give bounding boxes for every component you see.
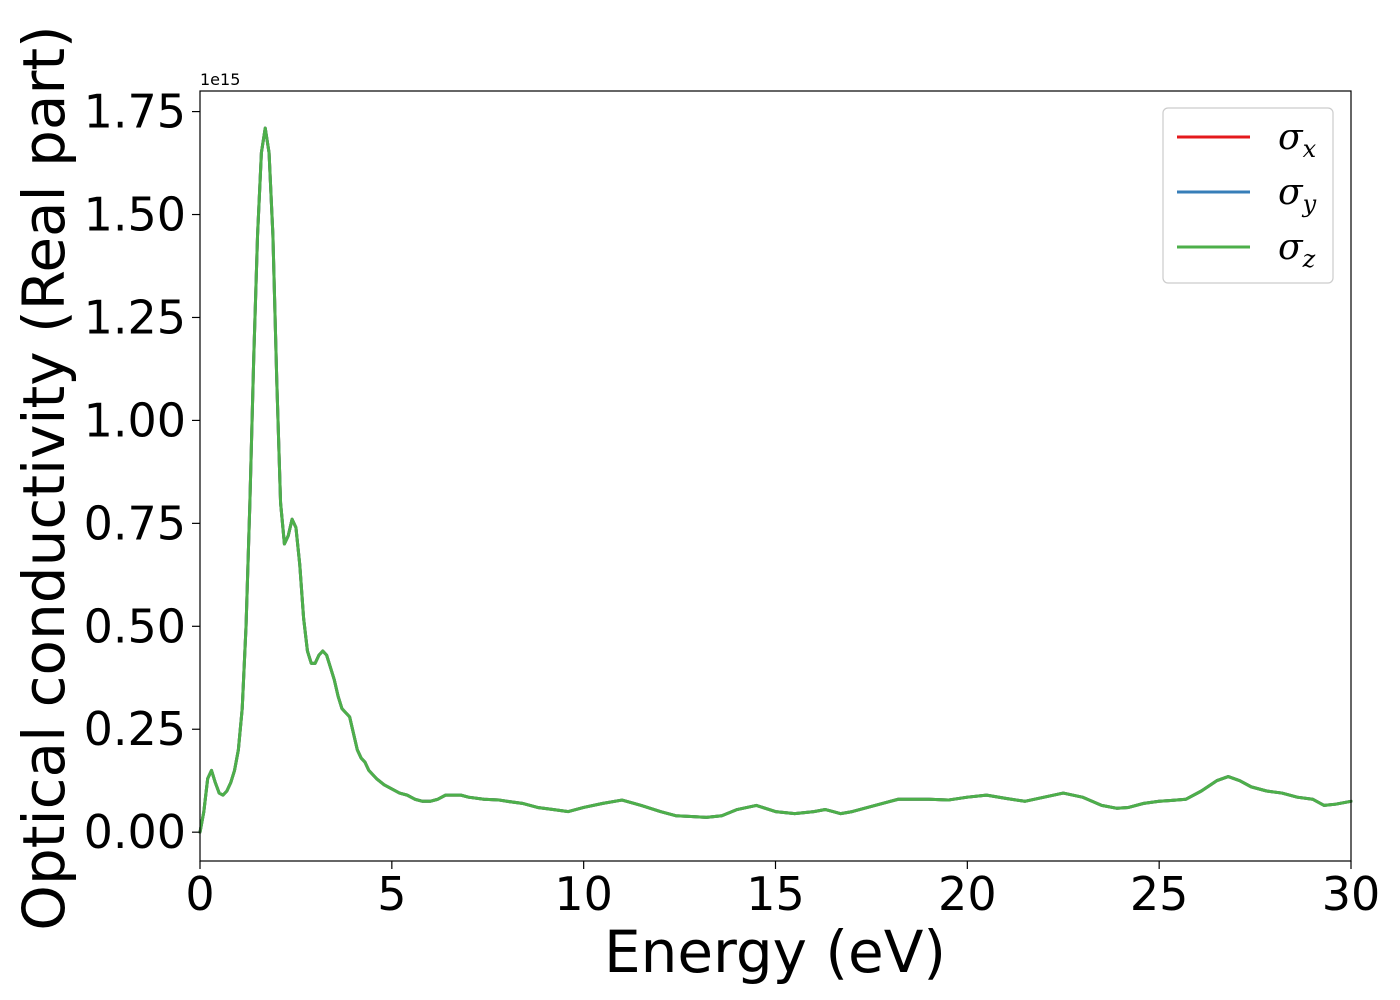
- y-tick-label: 1.50: [84, 188, 186, 242]
- legend-subscript: x: [1303, 135, 1317, 163]
- legend-symbol: σ: [1278, 117, 1304, 158]
- legend-subscript: y: [1302, 190, 1317, 218]
- legend-symbol: σ: [1278, 172, 1304, 213]
- x-tick-label: 30: [1322, 867, 1381, 921]
- series-layer: [198, 126, 1353, 834]
- series-line-sigma-z: [198, 126, 1353, 834]
- y-axis-title: Optical conductivity (Real part): [10, 25, 78, 930]
- x-axis-title: Energy (eV): [604, 918, 946, 986]
- y-tick-label: 0.25: [84, 702, 186, 756]
- y-tick-label: 0.50: [84, 599, 186, 653]
- y-tick-label: 1.75: [84, 85, 186, 139]
- y-offset-label: 1e15: [200, 70, 240, 89]
- x-tick-label: 15: [746, 867, 805, 921]
- x-tick-label: 0: [185, 867, 214, 921]
- legend-label-x: σx: [1278, 117, 1317, 163]
- x-tick-label: 10: [554, 867, 613, 921]
- x-tick-label: 5: [377, 867, 406, 921]
- x-axis: 0 5 10 15 20 25 30: [185, 861, 1380, 921]
- legend-symbol: σ: [1278, 227, 1304, 268]
- y-tick-label: 1.00: [84, 393, 186, 447]
- legend-label-z: σz: [1278, 227, 1316, 273]
- y-tick-label: 1.25: [84, 290, 186, 344]
- y-tick-label: 0.75: [84, 496, 186, 550]
- legend-subscript: z: [1302, 245, 1316, 273]
- legend-box: [1162, 107, 1334, 284]
- legend-label-y: σy: [1278, 172, 1317, 218]
- y-tick-label: 0.00: [84, 805, 186, 859]
- y-axis: 0.00 0.25 0.50 0.75 1.00 1.25 1.50 1.75: [84, 85, 200, 859]
- x-tick-label: 20: [938, 867, 997, 921]
- x-tick-label: 25: [1130, 867, 1189, 921]
